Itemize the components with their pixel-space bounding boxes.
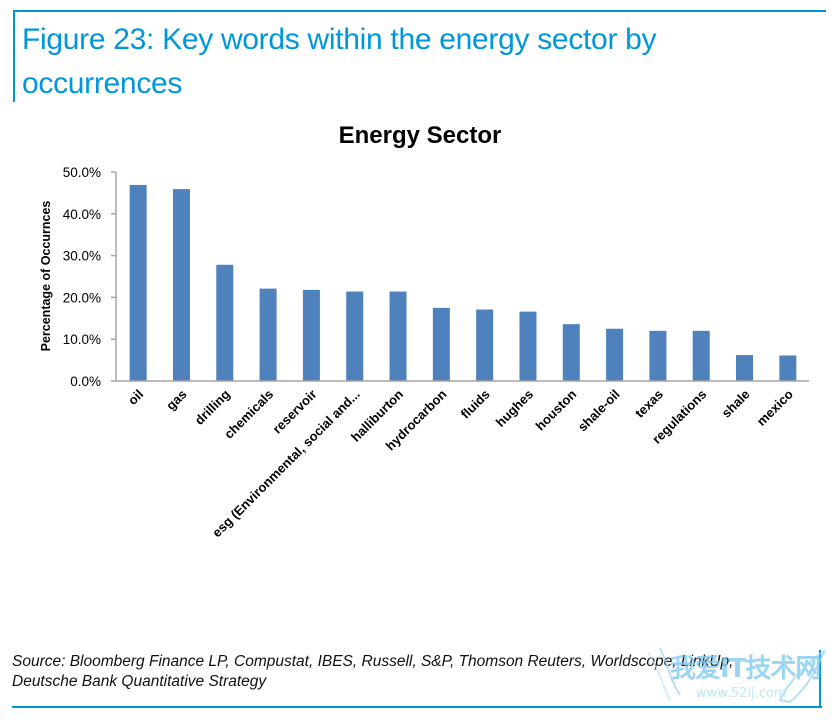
bar-shale-oil <box>606 328 624 381</box>
y-tick-label: 50.0% <box>63 165 101 180</box>
bar-reservoir <box>302 289 320 381</box>
figure-left-border <box>13 10 15 102</box>
bars <box>129 184 797 381</box>
source-note: Source: Bloomberg Finance LP, Compustat,… <box>12 653 734 690</box>
bar-chart: Energy Sector Percentage of Occurnces 0.… <box>39 122 809 540</box>
y-tick-label: 10.0% <box>63 332 101 347</box>
y-axis-ticks: 0.0% 10.0% 20.0% 30.0% 40.0% 50.0% <box>63 165 116 389</box>
x-tick-label: fluids <box>458 387 493 422</box>
y-tick-label: 0.0% <box>70 374 101 389</box>
y-tick-label: 20.0% <box>63 290 101 305</box>
x-tick-label: mexico <box>754 386 796 428</box>
bar-drilling <box>216 264 234 381</box>
figure-top-border <box>14 10 826 12</box>
figure-title: Figure 23: Key words within the energy s… <box>22 23 657 100</box>
y-tick-label: 30.0% <box>63 249 101 264</box>
x-tick-label: drilling <box>192 386 233 427</box>
bar-esg <box>346 291 364 381</box>
figure-right-border <box>819 650 821 708</box>
y-axis-label: Percentage of Occurnces <box>39 201 53 352</box>
chart-title: Energy Sector <box>339 122 502 149</box>
x-tick-label: gas <box>163 387 189 413</box>
figure-bottom-border <box>12 706 822 708</box>
bar-regulations <box>692 330 710 381</box>
x-tick-label: oil <box>125 387 146 408</box>
bar-hughes <box>519 311 537 381</box>
x-tick-label: houston <box>533 386 580 433</box>
bar-oil <box>129 184 147 381</box>
bar-gas <box>172 189 190 381</box>
x-tick-label: shale <box>719 387 753 421</box>
y-tick-label: 40.0% <box>63 207 101 222</box>
bar-shale <box>736 355 754 381</box>
bar-mexico <box>779 355 797 381</box>
x-tick-label: shale-oil <box>575 387 623 435</box>
bar-chemicals <box>259 288 277 381</box>
x-tick-label: texas <box>632 387 666 421</box>
x-tick-label: hughes <box>493 387 536 430</box>
bar-texas <box>649 330 667 381</box>
bar-hydrocarbon <box>432 307 450 381</box>
bar-fluids <box>476 309 494 381</box>
bar-halliburton <box>389 291 407 381</box>
bar-houston <box>562 324 580 381</box>
